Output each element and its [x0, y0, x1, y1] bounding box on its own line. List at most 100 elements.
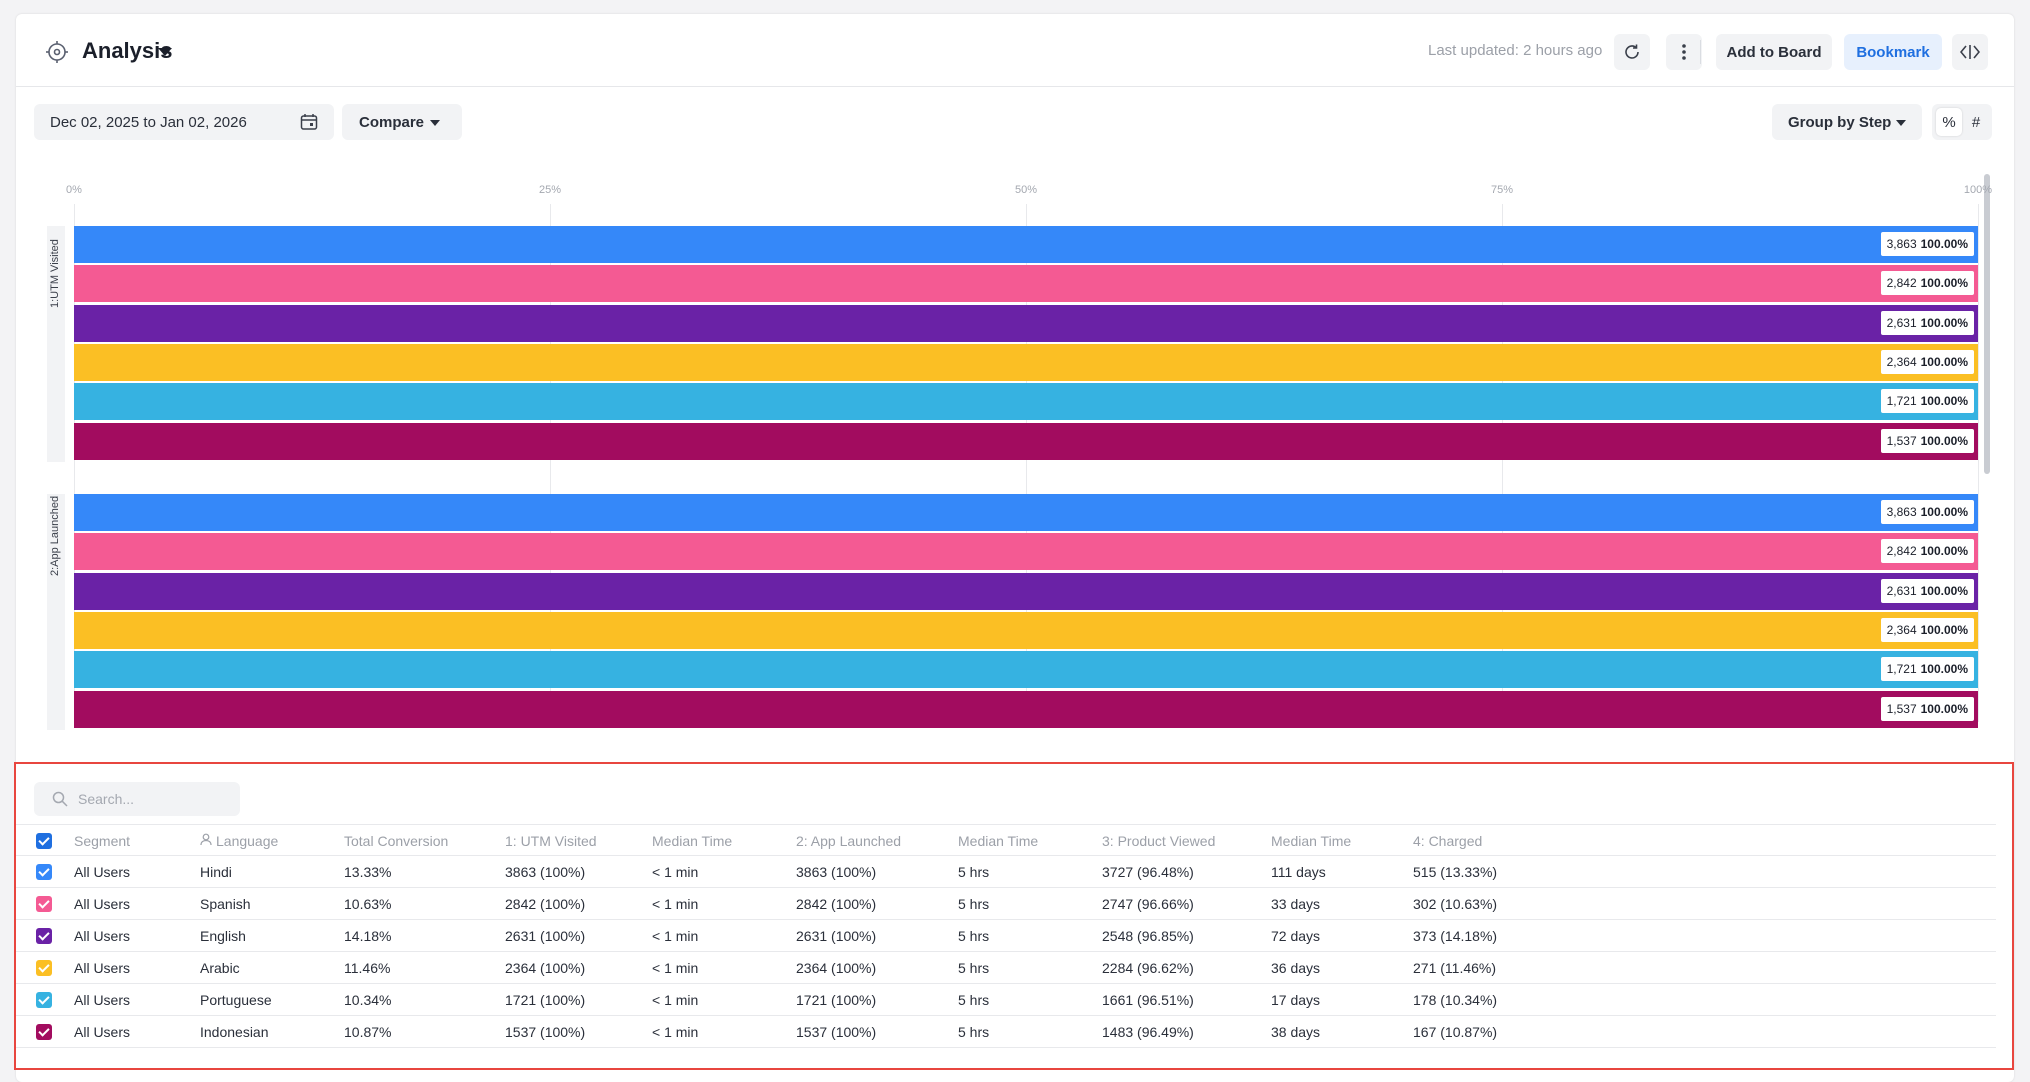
bar-value-label: 1,537 100.00%: [1880, 696, 1974, 721]
cell-charged: 515 (13.33%): [1413, 864, 1498, 880]
cell-utm-visited: 3863 (100%): [505, 864, 586, 880]
add-to-board-button[interactable]: Add to Board: [1716, 34, 1832, 70]
row-checkbox[interactable]: [36, 960, 52, 976]
header-charged: 4: Charged: [1413, 833, 1483, 849]
table-cell-total-conversion: 14.18%: [344, 928, 391, 944]
cell-median-time-2: 5 hrs: [958, 960, 990, 976]
funnel-bar[interactable]: [74, 226, 1978, 263]
table-cell-utm-visited: 2842 (100%): [505, 896, 585, 912]
search-box[interactable]: Search...: [34, 782, 240, 816]
x-tick-label: 50%: [1014, 184, 1038, 196]
cell-median-time-3: 38 days: [1271, 1024, 1321, 1040]
bookmark-button[interactable]: Bookmark: [1844, 34, 1942, 70]
funnel-bar[interactable]: [74, 422, 1978, 460]
funnel-bar[interactable]: [74, 690, 1978, 728]
table-cell-charged: 373 (14.18%): [1413, 928, 1497, 944]
x-gridline: [1502, 204, 1503, 722]
cell-segment: All Users: [74, 992, 131, 1008]
x-tick-label: 100%: [1963, 184, 1993, 196]
table-row: All Users Portuguese 10.34% 1721 (100%) < 1 …: [16, 984, 1996, 1016]
table-cell-median-time-1: < 1 min: [652, 1024, 698, 1040]
refresh-icon: [1625, 44, 1639, 59]
funnel-bar[interactable]: [74, 572, 1978, 610]
bar-percent: 100.00%: [1920, 433, 1968, 448]
percent-toggle[interactable]: %: [1936, 108, 1962, 136]
title-dropdown-icon[interactable]: [158, 48, 172, 56]
bar-percent: 100.00%: [1920, 315, 1968, 330]
table-cell-app-launched: 1537 (100%): [796, 1024, 876, 1040]
refresh-button[interactable]: [1614, 34, 1650, 70]
row-checkbox[interactable]: [36, 864, 52, 880]
table-cell-product-viewed: 2284 (96.62%): [1102, 960, 1194, 976]
funnel-bar[interactable]: [74, 651, 1978, 689]
analysis-card: Analysis Last updated: 2 hours ago Add t…: [14, 14, 2014, 1082]
row-checkbox[interactable]: [36, 1024, 52, 1040]
table-cell-segment: All Users: [74, 864, 130, 880]
count-toggle[interactable]: #: [1971, 113, 1981, 131]
search-input[interactable]: Search...: [78, 791, 135, 807]
funnel-bar[interactable]: [74, 533, 1978, 571]
table-cell-median-time-2: 5 hrs: [958, 960, 989, 976]
header-cell-product-viewed[interactable]: 3: Product Viewed: [1102, 833, 1215, 849]
header-cell-charged[interactable]: 4: Charged: [1413, 833, 1482, 849]
bar-count: 3,863: [1886, 237, 1917, 251]
cell-charged: 302 (10.63%): [1413, 896, 1498, 912]
table-cell-app-launched: 1721 (100%): [796, 992, 876, 1008]
code-toggle-button[interactable]: [1952, 34, 1988, 70]
table-cell-charged: 271 (11.46%): [1413, 960, 1496, 976]
table-cell-product-viewed: 2548 (96.85%): [1102, 928, 1194, 944]
bar-count: 2,364: [1886, 354, 1917, 369]
row-checkbox[interactable]: [36, 896, 52, 912]
select-all-checkbox[interactable]: [36, 833, 52, 849]
table-cell-median-time-3: 17 days: [1271, 992, 1320, 1008]
cell-median-time-1: < 1 min: [652, 928, 699, 944]
table-cell-median-time-2: 5 hrs: [958, 928, 989, 944]
cell-segment: All Users: [74, 960, 131, 976]
bar-value-label: 1,537 100.00%: [1880, 428, 1974, 453]
header-cell-median-time-2[interactable]: Median Time: [958, 833, 1038, 849]
bar-count: 3,863: [1886, 505, 1917, 519]
page-title[interactable]: Analysis: [82, 38, 173, 63]
bar-count: 2,364: [1886, 622, 1917, 637]
header-cell-segment[interactable]: Segment: [74, 833, 130, 849]
header-cell-median-time-3[interactable]: Median Time: [1271, 833, 1351, 849]
funnel-bar[interactable]: [74, 304, 1978, 342]
group-by-dropdown[interactable]: Group by Step: [1772, 104, 1922, 140]
header-cell-median-time-1[interactable]: Median Time: [652, 833, 732, 849]
table-header-row: Segment Language Total Conversion 1: UTM Vi…: [16, 824, 1996, 856]
step-label: 2:App Launched: [49, 495, 61, 576]
table-cell-app-launched: 3863 (100%): [796, 864, 876, 880]
table-cell-median-time-3: 36 days: [1271, 960, 1320, 976]
bar-count: 1,721: [1886, 394, 1917, 409]
funnel-bar[interactable]: [74, 383, 1978, 421]
funnel-bar[interactable]: [74, 494, 1978, 531]
date-range-picker[interactable]: Dec 02, 2025 to Jan 02, 2026: [34, 104, 334, 140]
funnel-bar[interactable]: [74, 265, 1978, 303]
funnel-bar[interactable]: [74, 343, 1978, 381]
compare-dropdown[interactable]: Compare: [342, 104, 462, 140]
cell-language: Spanish: [200, 896, 251, 912]
row-checkbox[interactable]: [36, 992, 52, 1008]
chart-scrollbar[interactable]: [1984, 174, 1990, 474]
bar-percent: 100.00%: [1920, 701, 1968, 716]
cell-app-launched: 3863 (100%): [796, 864, 877, 880]
row-checkbox[interactable]: [36, 928, 52, 944]
value-mode-toggle: % #: [1932, 104, 1992, 140]
funnel-bar[interactable]: [74, 611, 1978, 649]
cell-product-viewed: 1483 (96.49%): [1102, 1024, 1194, 1040]
bar-count: 2,842: [1886, 276, 1917, 291]
table-cell-median-time-3: 38 days: [1271, 1024, 1320, 1040]
x-tick-label: 75%: [1490, 184, 1514, 196]
header-language: Language: [216, 833, 279, 849]
cell-segment: All Users: [74, 928, 131, 944]
header-cell-app-launched[interactable]: 2: App Launched: [796, 833, 901, 849]
header-cell-utm-visited[interactable]: 1: UTM Visited: [505, 833, 597, 849]
more-options-button[interactable]: [1666, 34, 1702, 70]
funnel-settings-icon[interactable]: [44, 39, 70, 65]
header-cell-language[interactable]: Language: [200, 833, 278, 849]
cell-median-time-1: < 1 min: [652, 992, 699, 1008]
header-median-time-1: Median Time: [652, 833, 733, 849]
cell-median-time-1: < 1 min: [652, 864, 699, 880]
bar-percent: 100.00%: [1920, 276, 1968, 291]
header-cell-total-conversion[interactable]: Total Conversion: [344, 833, 448, 849]
